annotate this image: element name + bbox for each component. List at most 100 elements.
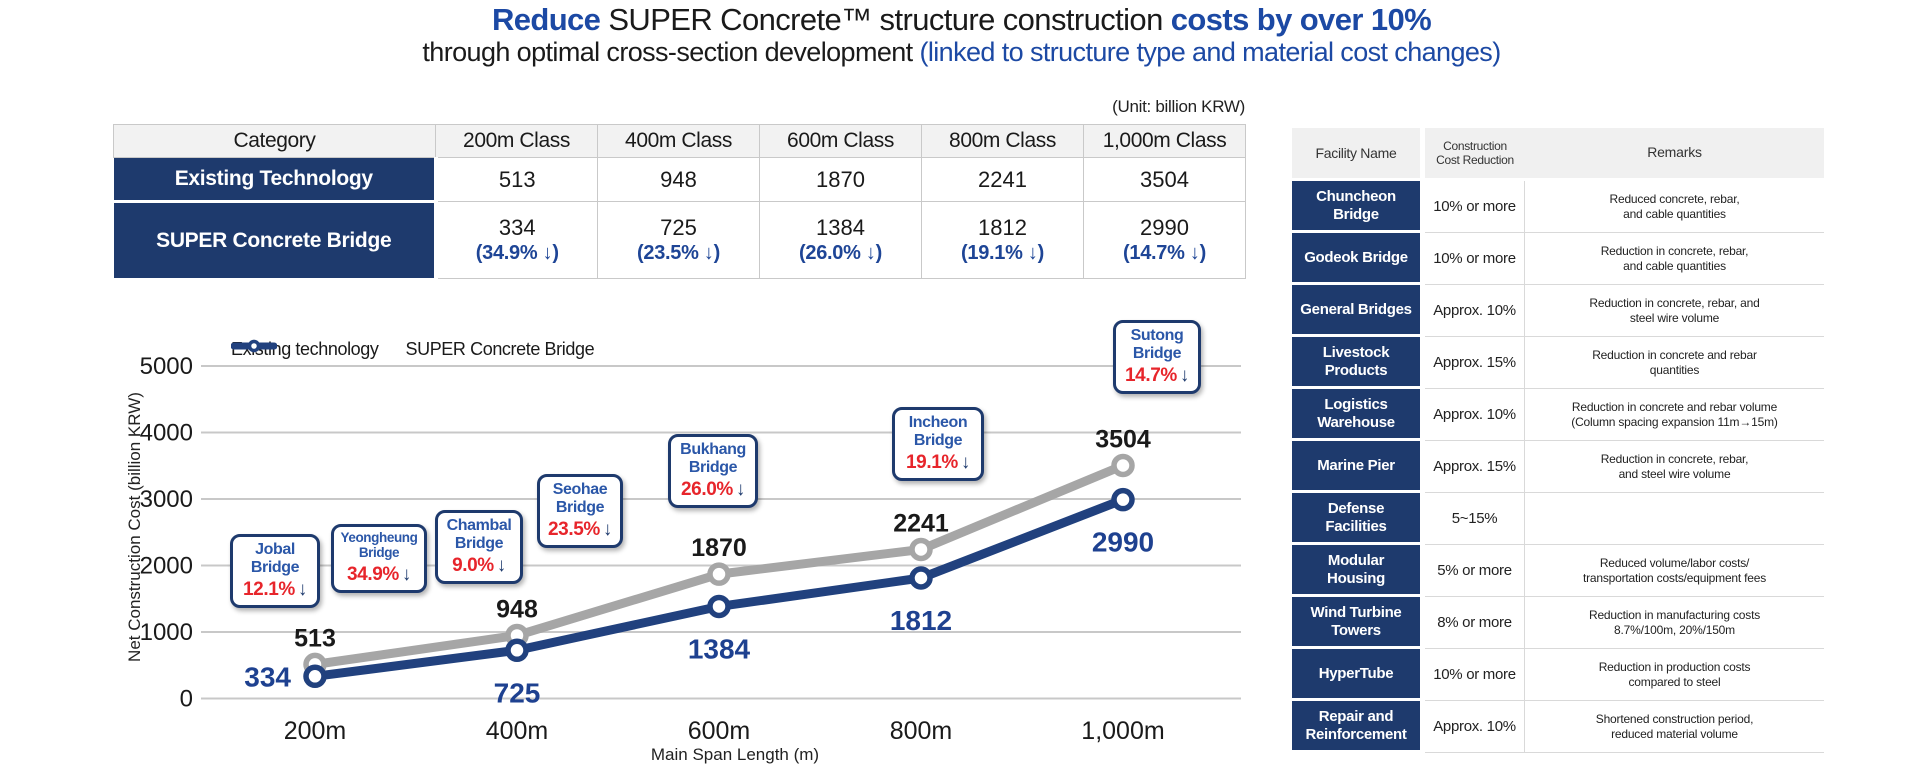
down-arrow-icon: ↓: [496, 555, 507, 577]
bridge-callout: Bukhang Bridge 26.0% ↓: [668, 434, 758, 509]
facility-table: Facility Name Construction Cost Reduction…: [1292, 128, 1824, 753]
facility-cost-reduction: 5~15%: [1425, 493, 1525, 545]
cost-reduction-percent: (14.7% ↓): [1123, 242, 1206, 264]
y-tick-label: 4000: [140, 420, 193, 447]
callout-bridge-name: Sutong Bridge: [1130, 327, 1184, 362]
cost-table-row: Existing Technology 513 948 1870 2241 3504: [113, 157, 1246, 203]
cost-row-label: Existing Technology: [113, 157, 438, 203]
facility-cost-reduction: Approx. 15%: [1425, 337, 1525, 389]
x-tick-label: 1,000m: [1081, 717, 1164, 745]
cost-value-cell: 948: [597, 157, 760, 202]
legend-item: SUPER Concrete Bridge: [231, 339, 595, 360]
cost-value: 2990: [1140, 215, 1189, 240]
cost-table-row: SUPER Concrete Bridge 334 (34.9% ↓) 725 (23.…: [113, 201, 1246, 279]
facility-remarks: Reduction in production costs compared t…: [1525, 649, 1824, 701]
facility-cost-reduction: Approx. 10%: [1425, 701, 1525, 753]
bridge-callout: Incheon Bridge 19.1% ↓: [892, 407, 984, 482]
title-dark-text: SUPER Concrete™ structure construction: [608, 2, 1171, 37]
cost-reduction-percent: (19.1% ↓): [961, 242, 1044, 264]
cost-column-header: 1,000m Class: [1083, 124, 1246, 158]
facility-name: Wind Turbine Towers: [1292, 597, 1420, 649]
callout-reduction: 14.7% ↓: [1125, 365, 1189, 387]
facility-row: Logistics Warehouse Approx. 10% Reduction …: [1292, 389, 1824, 441]
callout-reduction: 26.0% ↓: [681, 479, 745, 501]
cost-value: 3504: [1140, 166, 1189, 192]
data-point: [707, 562, 731, 586]
cost-reduction-percent: (23.5% ↓): [637, 242, 720, 264]
data-point: [909, 566, 933, 590]
title-accent-costs: costs by over 10%: [1170, 2, 1432, 37]
cost-value-cell: 1870: [759, 157, 922, 202]
bridge-callout: Yeongheung Bridge 34.9% ↓: [331, 524, 427, 593]
data-point: [909, 537, 933, 562]
y-tick-label: 2000: [140, 553, 193, 580]
legend-label: SUPER Concrete Bridge: [405, 339, 595, 359]
down-arrow-icon: ↓: [1179, 365, 1190, 387]
y-tick-label: 5000: [140, 353, 193, 380]
facility-cost-reduction: 5% or more: [1425, 545, 1525, 597]
bridge-callout: Seohae Bridge 23.5% ↓: [537, 474, 623, 549]
down-arrow-icon: ↓: [960, 452, 971, 474]
callout-reduction: 34.9% ↓: [347, 564, 411, 586]
callout-bridge-name: Seohae Bridge: [552, 481, 608, 516]
callout-reduction: 9.0% ↓: [452, 555, 506, 577]
facility-row: General Bridges Approx. 10% Reduction in c…: [1292, 285, 1824, 337]
x-axis-title: Main Span Length (m): [651, 745, 819, 764]
callout-bridge-name: Incheon Bridge: [908, 414, 968, 449]
y-tick-label: 3000: [140, 486, 193, 513]
cost-value: 1384: [816, 215, 865, 240]
facility-name: Defense Facilities: [1292, 493, 1420, 545]
y-tick-label: 0: [180, 686, 193, 713]
data-point-label: 725: [494, 677, 541, 708]
callout-percent: 34.9%: [347, 563, 399, 585]
cost-comparison-table: Category 200m Class 400m Class 600m Class 80…: [113, 124, 1246, 279]
cost-value: 2241: [978, 166, 1027, 192]
data-point: [707, 594, 731, 619]
callout-bridge-name: Yeongheung Bridge: [340, 530, 418, 560]
cost-value-cell: 2990 (14.7% ↓): [1083, 201, 1246, 279]
title-accent-reduce: Reduce: [491, 2, 609, 37]
chart-legend: Existing technology SUPER Concrete Bridge: [231, 339, 595, 360]
facility-row: Livestock Products Approx. 15% Reduction i…: [1292, 337, 1824, 389]
facility-row: HyperTube 10% or more Reduction in product…: [1292, 649, 1824, 701]
facility-name: General Bridges: [1292, 285, 1420, 337]
data-point: [303, 664, 327, 689]
bridge-callout: Sutong Bridge 14.7% ↓: [1113, 320, 1201, 395]
facility-row: Chuncheon Bridge 10% or more Reduced concr…: [1292, 181, 1824, 233]
callout-percent: 26.0%: [681, 479, 733, 501]
cost-value-cell: 1384 (26.0% ↓): [759, 201, 922, 279]
facility-name: Chuncheon Bridge: [1292, 181, 1420, 233]
facility-remarks: Reduction in concrete, rebar, and steel …: [1525, 285, 1824, 337]
data-point: [1111, 487, 1135, 512]
cost-value: 1870: [816, 166, 865, 192]
data-point-label: 1870: [691, 534, 747, 562]
page-title: Reduce SUPER Concrete™ structure constru…: [0, 2, 1923, 68]
facility-remarks: Reduced volume/labor costs/ transportati…: [1525, 545, 1824, 597]
facility-name: HyperTube: [1292, 649, 1420, 701]
cost-chart: 0 1000 2000 3000 4000 5000 Net Construction Co…: [113, 315, 1245, 767]
bridge-callout: Chambal Bridge 9.0% ↓: [435, 510, 523, 585]
cost-reduction-percent: (34.9% ↓): [475, 242, 559, 264]
down-arrow-icon: ↓: [602, 519, 613, 541]
facility-name: Logistics Warehouse: [1292, 389, 1420, 441]
cost-value: 513: [498, 166, 536, 192]
facility-row: Marine Pier Approx. 15% Reduction in concr…: [1292, 441, 1824, 493]
title-line2: through optimal cross-section developmen…: [0, 37, 1923, 68]
down-arrow-icon: ↓: [735, 479, 746, 501]
x-tick-label: 800m: [890, 717, 953, 745]
subtitle-dark-text: through optimal cross-section developmen…: [422, 37, 920, 68]
cost-value-cell: 2241: [921, 157, 1084, 202]
facility-cost-reduction: 8% or more: [1425, 597, 1525, 649]
cost-value-cell: 1812 (19.1% ↓): [921, 201, 1084, 279]
x-tick-label: 200m: [284, 717, 347, 745]
facility-remarks: Reduced concrete, rebar, and cable quant…: [1525, 181, 1824, 233]
cost-value: 948: [660, 166, 697, 192]
facility-remarks: Reduction in concrete and rebar quantiti…: [1525, 337, 1824, 389]
cost-value-cell: 3504: [1083, 157, 1246, 202]
data-point: [1111, 453, 1135, 478]
data-point: [505, 638, 529, 663]
data-point-label: 2241: [893, 509, 949, 537]
legend-marker-icon: [231, 339, 277, 353]
facility-remarks: Reduction in concrete, rebar, and cable …: [1525, 233, 1824, 285]
facility-row: Repair and Reinforcement Approx. 10% Short…: [1292, 701, 1824, 753]
